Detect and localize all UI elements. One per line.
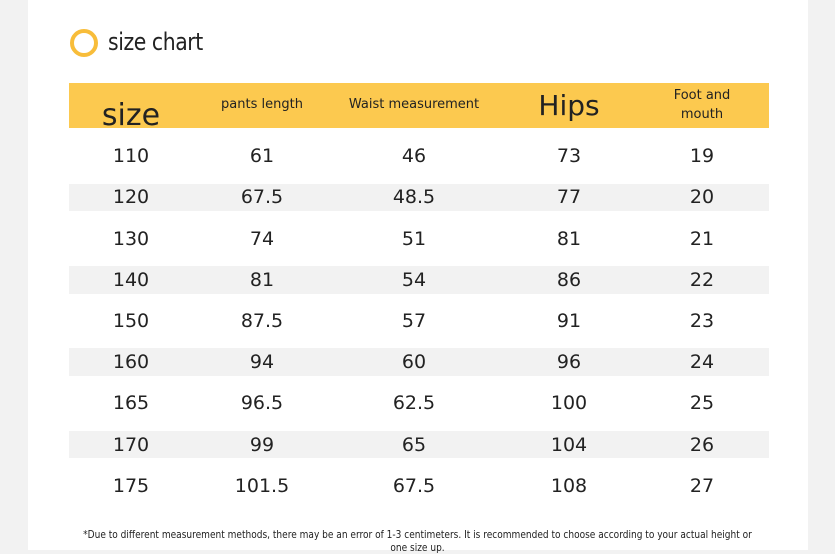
table-row: 130 74 51 81 21	[69, 225, 769, 253]
table-cell: 57	[401, 310, 427, 332]
table-cell: 91	[556, 310, 582, 332]
table-cell: 99	[249, 433, 275, 456]
table-cell: 25	[689, 392, 715, 415]
table-cell: 170	[112, 433, 150, 456]
table-cell: 94	[249, 351, 275, 374]
table-cell: 60	[401, 351, 427, 374]
table-cell: 120	[112, 186, 150, 209]
table-cell: 86	[556, 268, 582, 291]
table-cell: 51	[401, 227, 427, 250]
table-cell: 19	[689, 145, 715, 168]
title: size chart	[108, 28, 203, 56]
table-cell: 81	[249, 268, 275, 291]
table-cell: 62.5	[392, 392, 436, 415]
table-row: 160 94 60 96 24	[69, 348, 769, 376]
table-cell: 130	[112, 227, 150, 250]
table-cell: 108	[550, 474, 588, 497]
table-cell: 165	[112, 392, 150, 415]
table-row: 140 81 54 86 22	[69, 266, 769, 294]
table-cell: 140	[112, 268, 150, 291]
table-row: 110 61 46 73 19	[69, 143, 769, 171]
table-cell: 65	[401, 433, 427, 456]
table-cell: 46	[401, 145, 427, 168]
table-cell: 74	[249, 227, 275, 250]
table-cell: 104	[550, 433, 588, 456]
column-header: Hips	[538, 88, 600, 122]
header-row: size pants length Waist measurement Hips Foo…	[69, 83, 769, 133]
table-row: 170 99 65 104 26	[69, 430, 769, 459]
table-row: 165 96.5 62.5 100 25	[69, 390, 769, 418]
table-cell: 101.5	[234, 474, 290, 497]
table-cell: 87.5	[240, 310, 284, 332]
table-cell: 175	[112, 474, 150, 497]
table-cell: 96.5	[240, 392, 284, 415]
table-cell: 150	[112, 310, 150, 332]
title-icon	[70, 29, 98, 57]
table-cell: 81	[556, 227, 582, 250]
table-cell: 67.5	[392, 474, 436, 497]
table-row: 150 87.5 57 91 23	[69, 307, 769, 335]
table-cell: 23	[689, 310, 715, 332]
column-header: Foot and mouth	[673, 88, 731, 122]
column-header: pants length	[221, 97, 303, 113]
table-cell: 73	[556, 145, 582, 168]
column-header: size	[101, 97, 161, 133]
table-row: 120 67.5 48.5 77 20	[69, 183, 769, 212]
size-table: size pants length Waist measurement Hips Foo…	[69, 83, 769, 500]
column-header: Waist measurement	[348, 97, 480, 113]
table-cell: 48.5	[392, 186, 436, 209]
table-cell: 21	[689, 227, 715, 250]
table-cell: 26	[689, 433, 715, 456]
table-cell: 110	[112, 145, 150, 168]
table-cell: 27	[689, 474, 715, 497]
table-cell: 96	[556, 351, 582, 374]
table-cell: 77	[556, 186, 582, 209]
table-cell: 100	[550, 392, 588, 415]
table-cell: 61	[249, 145, 275, 168]
footnote: *Due to different measurement methods, t…	[83, 528, 752, 554]
table-cell: 22	[689, 268, 715, 291]
table-cell: 54	[401, 268, 427, 291]
table-cell: 20	[689, 186, 715, 209]
table-cell: 160	[112, 351, 150, 374]
table-cell: 67.5	[240, 186, 284, 209]
table-row: 175 101.5 67.5 108 27	[69, 472, 769, 500]
table-cell: 24	[689, 351, 715, 374]
